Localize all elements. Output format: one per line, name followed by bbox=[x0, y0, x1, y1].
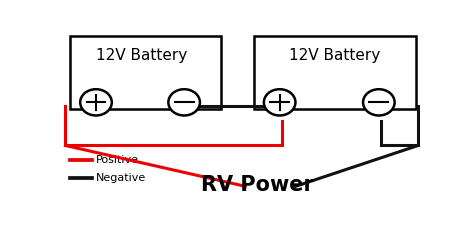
Text: RV Power: RV Power bbox=[201, 175, 314, 195]
Ellipse shape bbox=[363, 89, 395, 115]
Text: Negative: Negative bbox=[96, 173, 146, 183]
Bar bbox=[70, 36, 221, 109]
Ellipse shape bbox=[264, 89, 295, 115]
Ellipse shape bbox=[80, 89, 112, 115]
Bar bbox=[254, 36, 416, 109]
Text: 12V Battery: 12V Battery bbox=[289, 48, 381, 63]
Ellipse shape bbox=[168, 89, 200, 115]
Text: Positive: Positive bbox=[96, 155, 139, 165]
Text: 12V Battery: 12V Battery bbox=[96, 48, 188, 63]
